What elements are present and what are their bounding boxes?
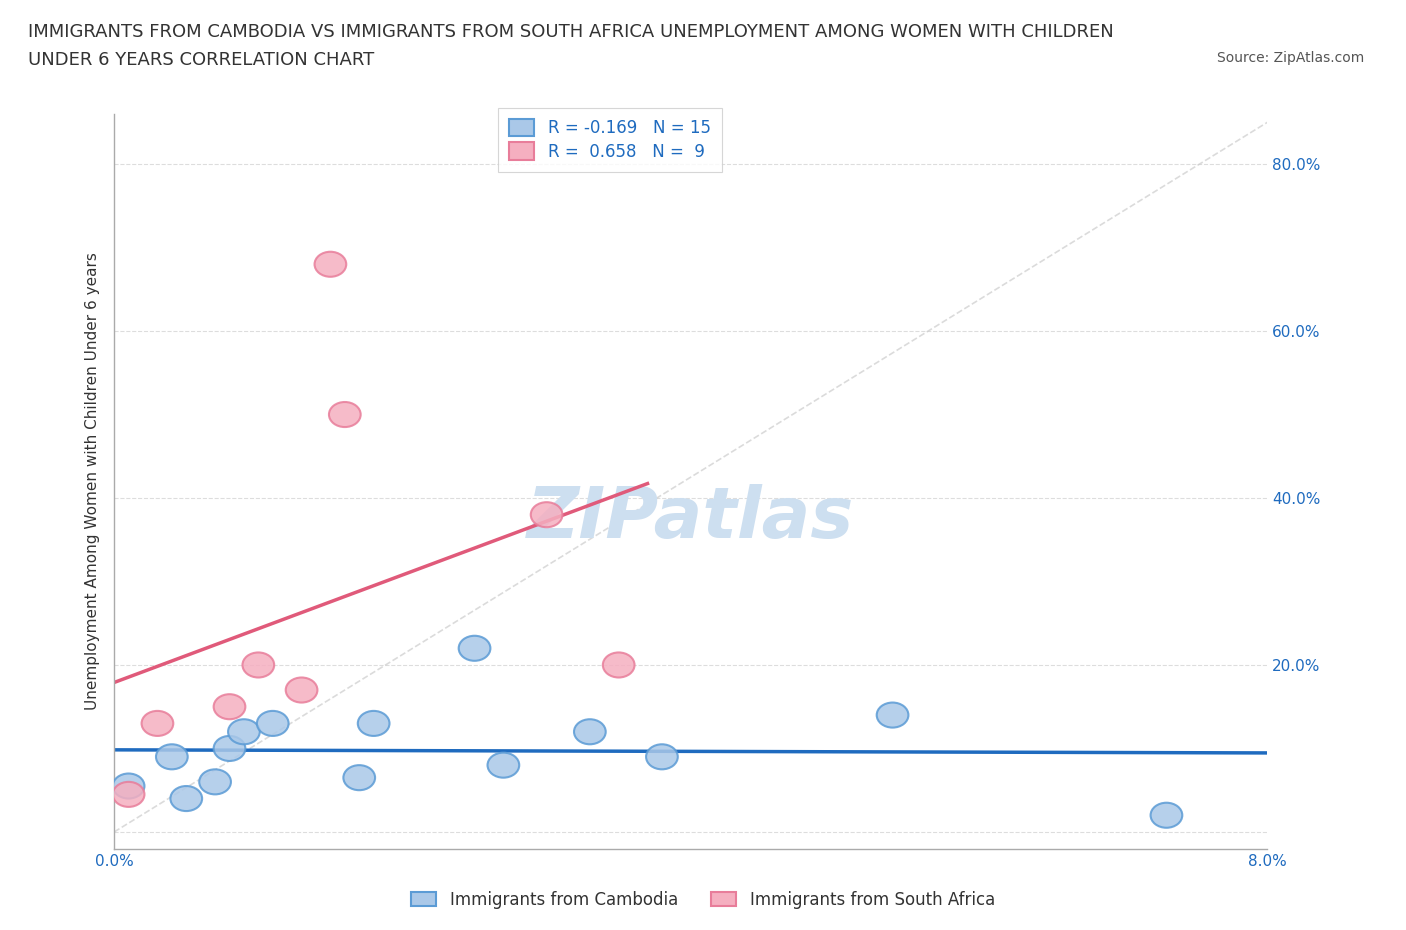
Ellipse shape bbox=[112, 774, 145, 799]
Ellipse shape bbox=[200, 769, 231, 794]
Ellipse shape bbox=[257, 711, 288, 736]
Text: IMMIGRANTS FROM CAMBODIA VS IMMIGRANTS FROM SOUTH AFRICA UNEMPLOYMENT AMONG WOME: IMMIGRANTS FROM CAMBODIA VS IMMIGRANTS F… bbox=[28, 23, 1114, 41]
Ellipse shape bbox=[530, 502, 562, 527]
Ellipse shape bbox=[647, 744, 678, 769]
Text: ZIPatlas: ZIPatlas bbox=[527, 484, 855, 552]
Ellipse shape bbox=[242, 653, 274, 677]
Ellipse shape bbox=[1150, 803, 1182, 828]
Ellipse shape bbox=[285, 677, 318, 702]
Ellipse shape bbox=[329, 402, 361, 427]
Ellipse shape bbox=[357, 711, 389, 736]
Ellipse shape bbox=[214, 694, 246, 719]
Ellipse shape bbox=[603, 653, 634, 677]
Legend: Immigrants from Cambodia, Immigrants from South Africa: Immigrants from Cambodia, Immigrants fro… bbox=[404, 883, 1002, 917]
Ellipse shape bbox=[488, 752, 519, 777]
Y-axis label: Unemployment Among Women with Children Under 6 years: Unemployment Among Women with Children U… bbox=[86, 252, 100, 711]
Ellipse shape bbox=[458, 636, 491, 661]
Ellipse shape bbox=[214, 736, 246, 761]
Text: UNDER 6 YEARS CORRELATION CHART: UNDER 6 YEARS CORRELATION CHART bbox=[28, 51, 374, 69]
Ellipse shape bbox=[315, 252, 346, 277]
Ellipse shape bbox=[574, 719, 606, 744]
Legend: R = -0.169   N = 15, R =  0.658   N =  9: R = -0.169 N = 15, R = 0.658 N = 9 bbox=[498, 108, 723, 172]
Ellipse shape bbox=[112, 782, 145, 807]
Ellipse shape bbox=[343, 765, 375, 790]
Ellipse shape bbox=[877, 702, 908, 727]
Ellipse shape bbox=[228, 719, 260, 744]
Ellipse shape bbox=[170, 786, 202, 811]
Text: Source: ZipAtlas.com: Source: ZipAtlas.com bbox=[1216, 51, 1364, 65]
Ellipse shape bbox=[156, 744, 188, 769]
Ellipse shape bbox=[142, 711, 173, 736]
